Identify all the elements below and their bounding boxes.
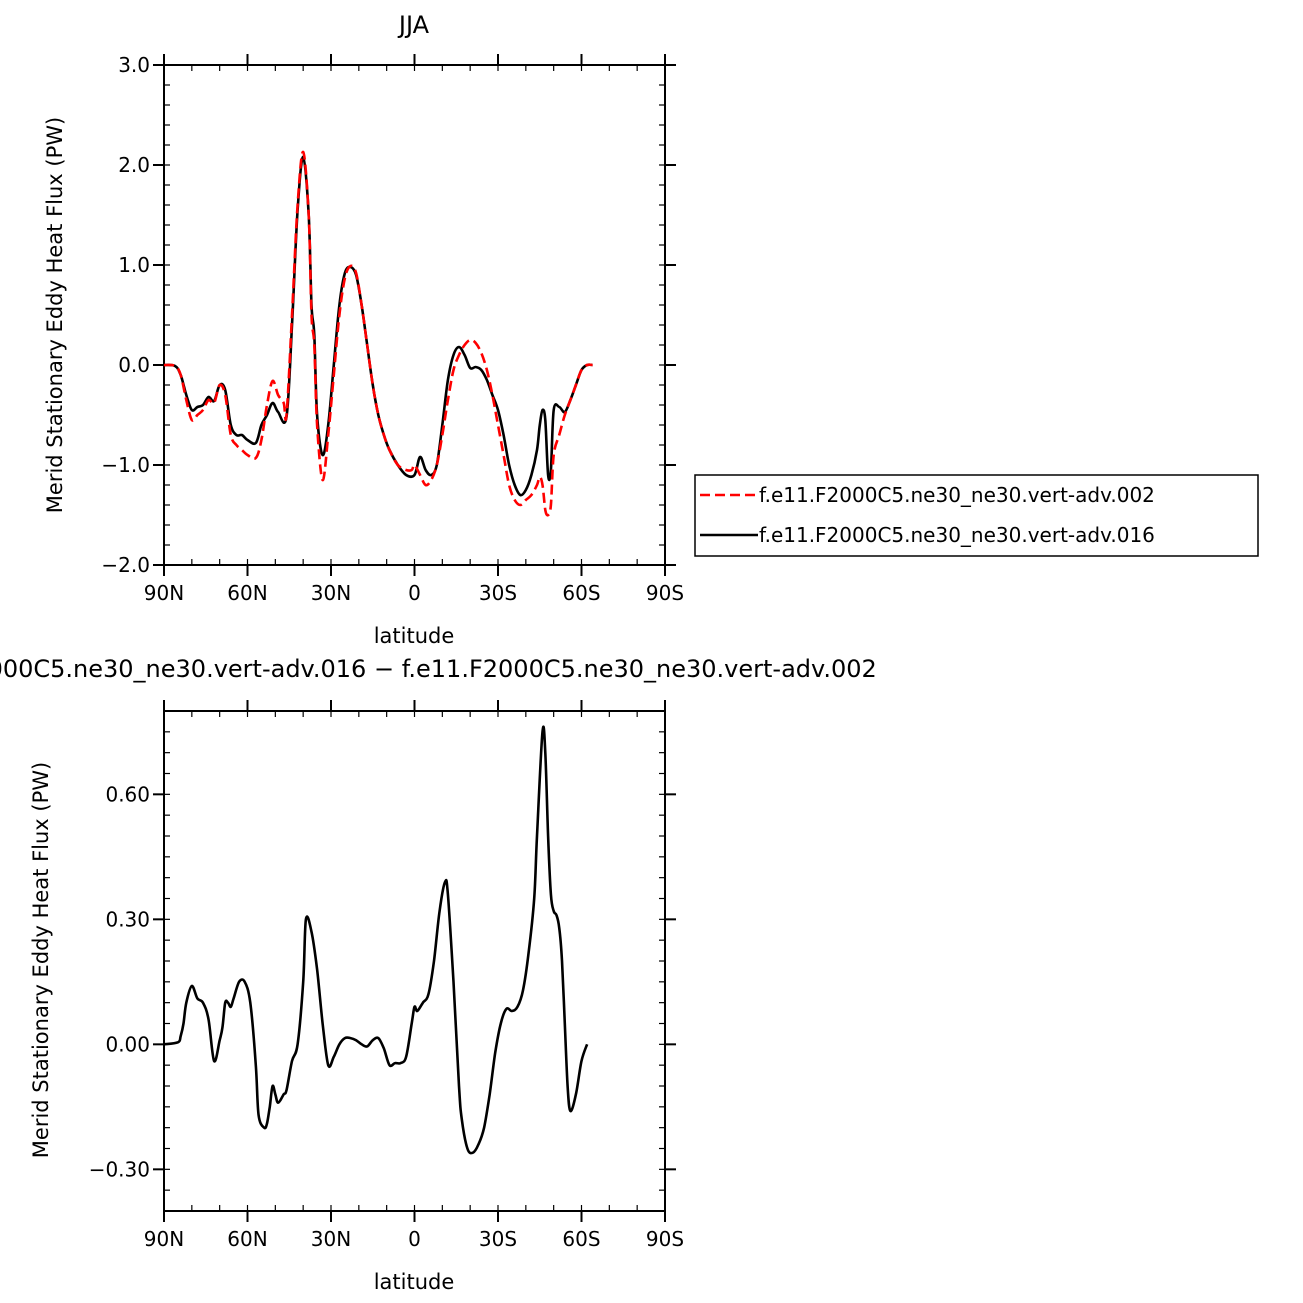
bottom-series-line-0 [163, 725, 589, 1155]
top-y-tick-label: 1.0 [118, 253, 150, 277]
bottom-x-tick-label: 90S [646, 1227, 684, 1251]
bottom-x-tick-label: 30S [479, 1227, 517, 1251]
bottom-x-tick-label: 0 [408, 1227, 421, 1251]
top-x-tick-label: 60N [227, 581, 267, 605]
bottom-x-tick-label: 90N [144, 1227, 184, 1251]
legend-box [694, 474, 1259, 557]
top-y-tick-label: −1.0 [101, 453, 150, 477]
top-y-tick-label: 3.0 [118, 53, 150, 77]
top-series-line-1 [163, 155, 593, 497]
bottom-x-tick-label: 60N [227, 1227, 267, 1251]
top-x-axis-label: latitude [374, 624, 455, 648]
top-y-tick-label: −2.0 [101, 553, 150, 577]
top-y-tick-label: 0.0 [118, 353, 150, 377]
bottom-y-tick-label: 0.00 [105, 1032, 150, 1056]
top-x-tick-label: 90N [144, 581, 184, 605]
top-x-tick-label: 0 [408, 581, 421, 605]
top-x-tick-label: 30N [311, 581, 351, 605]
top-series-line-0 [163, 150, 593, 517]
legend-label-002: f.e11.F2000C5.ne30_ne30.vert-adv.002 [759, 483, 1155, 507]
top-panel: JJA Merid Stationary Eddy Heat Flux (PW)… [43, 11, 1259, 648]
legend: f.e11.F2000C5.ne30_ne30.vert-adv.002 f.e… [694, 474, 1259, 557]
bottom-x-tick-label: 60S [562, 1227, 600, 1251]
bottom-plot-frame [163, 710, 666, 1212]
bottom-x-tick-label: 30N [311, 1227, 351, 1251]
top-y-tick-label: 2.0 [118, 153, 150, 177]
bottom-y-tick-label: −0.30 [89, 1157, 150, 1181]
top-y-axis-label: Merid Stationary Eddy Heat Flux (PW) [43, 117, 67, 513]
top-plot-area: 3.0 2.0 1.0 0.0 −1.0 −2.0 90N 60N 30N 0 30S 60S 90S [101, 53, 684, 605]
top-x-tick-label: 60S [562, 581, 600, 605]
legend-label-016: f.e11.F2000C5.ne30_ne30.vert-adv.016 [759, 523, 1155, 547]
bottom-y-tick-label: 0.30 [105, 907, 150, 931]
bottom-panel: f.e11.F2000C5.ne30_ne30.vert-adv.016 − f… [0, 655, 877, 1294]
top-plot-frame [163, 64, 666, 566]
top-x-tick-label: 30S [479, 581, 517, 605]
top-x-tick-label: 90S [646, 581, 684, 605]
bottom-y-tick-label: 0.60 [105, 782, 150, 806]
bottom-chart-title: f.e11.F2000C5.ne30_ne30.vert-adv.016 − f… [0, 655, 877, 683]
bottom-y-axis-label: Merid Stationary Eddy Heat Flux (PW) [29, 762, 53, 1158]
bottom-plot-area: 0.60 0.30 0.00 −0.30 90N 60N 30N 0 30S 60S 90S [89, 700, 684, 1251]
top-chart-title: JJA [397, 11, 430, 39]
bottom-x-axis-label: latitude [374, 1270, 455, 1294]
